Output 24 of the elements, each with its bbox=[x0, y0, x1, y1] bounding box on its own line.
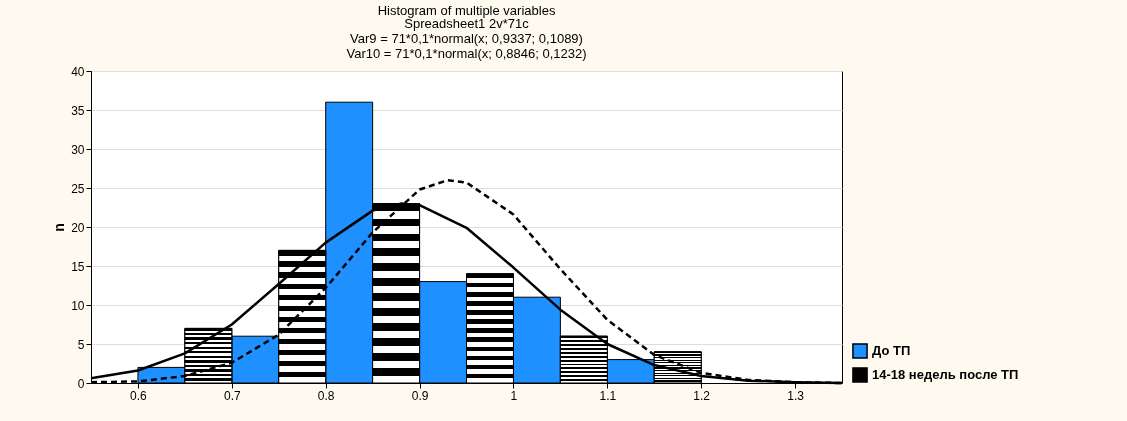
y-tick-label: 20 bbox=[71, 220, 85, 235]
y-tick-label: 40 bbox=[71, 64, 85, 79]
text: Var10 = 71*0,1*normal(x; 0,8846; 0,1232) bbox=[346, 46, 587, 61]
x-tick-label: 1.3 bbox=[787, 388, 805, 403]
legend-label: До ТП bbox=[872, 343, 911, 358]
y-tick-label: 30 bbox=[71, 142, 85, 157]
x-tick-label: 1.2 bbox=[693, 388, 711, 403]
x-tick-label: 0.9 bbox=[411, 388, 429, 403]
y-tick-label: 35 bbox=[71, 103, 85, 118]
y-tick-label: 5 bbox=[77, 337, 85, 352]
y-tick-label: 0 bbox=[77, 376, 85, 391]
y-tick-label: 25 bbox=[71, 181, 85, 196]
y-tick-label: 15 bbox=[71, 259, 85, 274]
x-tick-label: 1 bbox=[510, 388, 518, 403]
y-axis-title: n bbox=[51, 223, 68, 232]
x-tick-label: 0.7 bbox=[223, 388, 241, 403]
x-tick-label: 0.8 bbox=[317, 388, 335, 403]
x-tick-label: 1.1 bbox=[599, 388, 617, 403]
chart-subtitle: Spreadsheet1 2v*71c bbox=[404, 16, 530, 31]
text: Var9 = 71*0,1*normal(x; 0,9337; 0,1089) bbox=[350, 31, 583, 46]
legend-label: 14-18 недель после ТП bbox=[872, 367, 1019, 382]
chart-title: Histogram of multiple variables bbox=[377, 3, 556, 18]
y-tick-label: 10 bbox=[71, 298, 85, 313]
x-tick-label: 0.6 bbox=[130, 388, 148, 403]
